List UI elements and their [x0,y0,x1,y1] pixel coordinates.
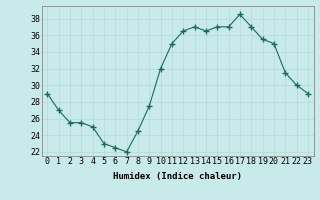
X-axis label: Humidex (Indice chaleur): Humidex (Indice chaleur) [113,172,242,181]
